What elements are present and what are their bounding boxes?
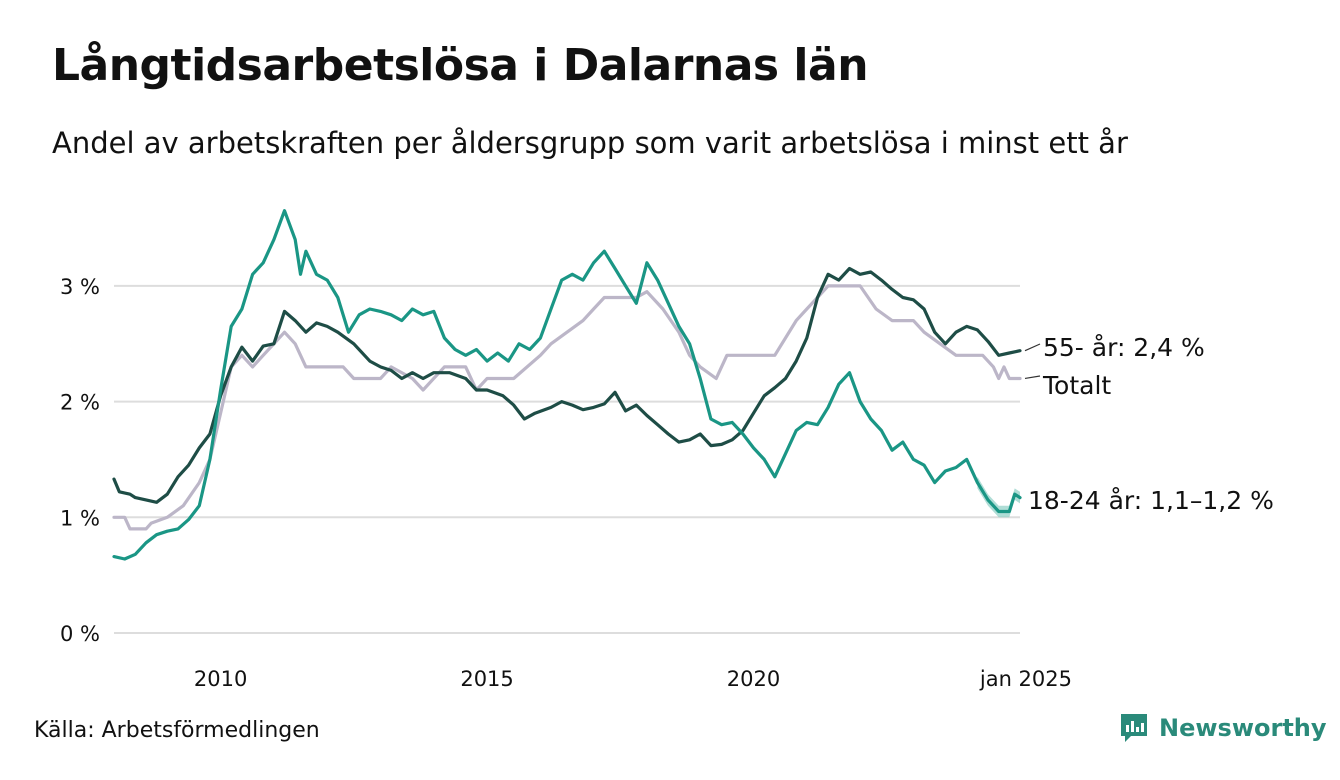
series-line-totalt (112, 284, 1022, 531)
series-end-labels: 55- år: 2,4 % Totalt 18-24 år: 1,1–1,2 % (1024, 333, 1274, 515)
y-tick-label: 1 % (60, 506, 100, 530)
brand-name: Newsworthy (1159, 714, 1327, 742)
chart-subtitle: Andel av arbetskraften per åldersgrupp s… (52, 126, 1128, 160)
x-tick-label: 2020 (727, 667, 780, 691)
end-label-18-24: 18-24 år: 1,1–1,2 % (1028, 486, 1274, 515)
leader-line (1024, 343, 1041, 352)
x-tick-label: 2015 (460, 667, 513, 691)
chart-title: Långtidsarbetslösa i Dalarnas län (52, 40, 869, 91)
series-line-18-24 (112, 209, 1022, 561)
x-tick-label: 2010 (194, 667, 247, 691)
y-tick-label: 3 % (60, 275, 100, 299)
series-line-55 (112, 266, 1022, 504)
x-axis: 2010 2015 2020 jan 2025 (194, 667, 1072, 691)
y-tick-label: 2 % (60, 391, 100, 415)
end-label-55: 55- år: 2,4 % (1043, 333, 1205, 362)
leader-line (1024, 375, 1041, 380)
source-note: Källa: Arbetsförmedlingen (34, 718, 320, 743)
end-label-totalt: Totalt (1042, 371, 1111, 400)
brand-logo: Newsworthy (1119, 712, 1327, 744)
gridlines (114, 284, 1020, 634)
y-tick-label: 0 % (60, 622, 100, 646)
newsworthy-logo-icon (1121, 714, 1147, 742)
x-tick-label: jan 2025 (979, 667, 1072, 691)
y-axis: 0 % 1 % 2 % 3 % (60, 275, 100, 646)
series-lines (112, 209, 1022, 561)
